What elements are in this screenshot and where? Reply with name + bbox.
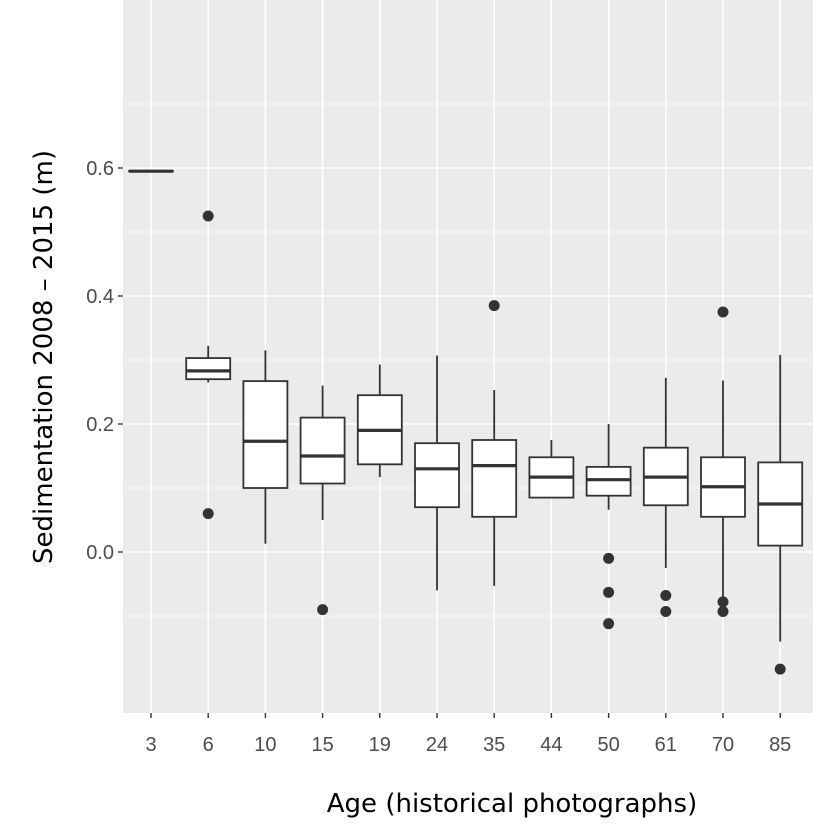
x-tick-label: 24	[426, 734, 448, 756]
box-iqr	[414, 442, 460, 509]
outlier-point	[488, 300, 500, 312]
x-tick-label: 61	[655, 734, 677, 756]
box-group-10	[242, 350, 289, 544]
outlier-point	[717, 306, 729, 318]
y-tick-label: 0.4	[86, 286, 114, 308]
outlier-point	[603, 552, 615, 564]
box-group-61	[642, 377, 689, 618]
x-tick-label: 15	[311, 734, 333, 756]
outlier-point	[774, 663, 786, 675]
box-iqr	[471, 439, 518, 518]
x-tick-label: 44	[540, 734, 562, 756]
box-iqr	[242, 380, 289, 489]
box-group-15	[299, 385, 346, 616]
y-tick-label: 0.2	[86, 414, 114, 436]
box-group-35	[471, 300, 518, 586]
box-group-50	[585, 424, 632, 630]
x-axis-title: Age (historical photographs)	[327, 789, 697, 819]
outlier-point	[717, 596, 729, 608]
outlier-point	[660, 590, 672, 602]
outlier-point	[202, 508, 214, 520]
outlier-point	[660, 606, 672, 618]
x-tick-label: 85	[769, 734, 791, 756]
x-tick-label: 35	[483, 734, 505, 756]
outlier-point	[717, 606, 729, 618]
outlier-point	[317, 604, 329, 616]
box-group-24	[414, 355, 460, 591]
box-group-19	[356, 364, 403, 478]
plot-panel	[123, 0, 813, 713]
box-iqr	[299, 416, 346, 485]
outlier-point	[202, 210, 214, 222]
box-group-70	[700, 306, 746, 618]
box-iqr	[185, 357, 232, 381]
outlier-point	[603, 586, 615, 598]
axis-layer: 0.0 0.2 0.4 0.6 3 6 10 15 19 24 35 44 50 61 70 85	[86, 158, 791, 756]
x-tick-label: 50	[597, 734, 619, 756]
x-tick-label: 10	[254, 734, 276, 756]
box-group-6	[185, 210, 232, 520]
x-tick-label: 6	[203, 734, 214, 756]
boxes-layer	[128, 169, 804, 675]
y-tick-label: 0.6	[86, 158, 114, 180]
grid-lines	[123, 0, 813, 713]
box-group-85	[757, 354, 804, 675]
x-tick-label: 3	[145, 734, 156, 756]
x-tick-label: 70	[712, 734, 734, 756]
y-axis-title: Sedimentation 2008 – 2015 (m)	[29, 150, 59, 564]
box-group-44	[528, 440, 575, 499]
outlier-point	[603, 618, 615, 630]
x-tick-label: 19	[369, 734, 391, 756]
y-tick-label: 0.0	[86, 542, 114, 564]
